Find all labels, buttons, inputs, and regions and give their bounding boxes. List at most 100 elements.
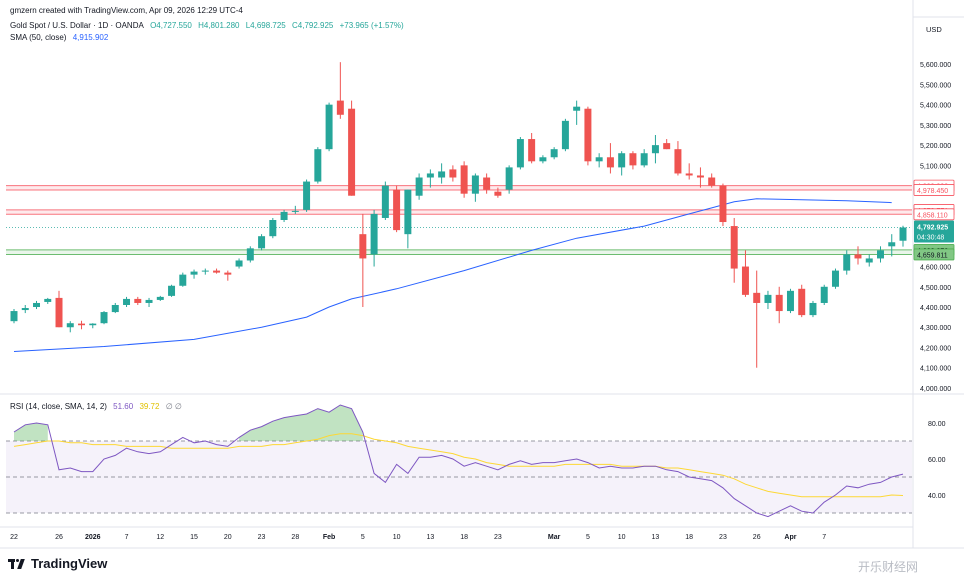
candle-body: [393, 189, 401, 231]
time-tick-label: 15: [190, 534, 198, 541]
candle-body: [674, 149, 682, 174]
candle-body: [336, 100, 344, 115]
candle-body: [325, 104, 333, 150]
candle-body: [78, 323, 86, 326]
last-price-tag-label: 4,792.925: [917, 225, 948, 232]
price-tick-label: 5,400.000: [920, 103, 951, 110]
sma-line: [13, 198, 892, 352]
sma-label: SMA (50, close): [10, 33, 67, 42]
price-tick-label: 5,300.000: [920, 123, 951, 130]
time-tick-label: 10: [618, 534, 626, 541]
price-tick-label: 5,600.000: [920, 62, 951, 69]
candle-body: [573, 106, 581, 111]
time-tick-label: 12: [156, 534, 164, 541]
candle-body: [438, 171, 446, 178]
candle-body: [348, 108, 356, 196]
candle-body: [865, 258, 873, 263]
price-tick-label: 5,500.000: [920, 82, 951, 89]
rsi-sma-value: 39.72: [139, 402, 160, 411]
time-tick-label: 10: [393, 534, 401, 541]
candle-body: [359, 234, 367, 259]
candle-body: [44, 298, 52, 302]
symbol-name[interactable]: Gold Spot / U.S. Dollar · 1D · OANDA: [10, 21, 144, 30]
header-credit: gmzern created with TradingView.com, Apr…: [10, 6, 247, 15]
candle-body: [426, 173, 434, 178]
time-tick-label: 5: [586, 534, 590, 541]
candle-body: [381, 185, 389, 218]
candle-body: [168, 285, 176, 296]
low-value: L4,698.725: [245, 21, 286, 30]
time-tick-label: 23: [494, 534, 502, 541]
level-tag-resistance: [913, 208, 955, 221]
candle-body: [809, 302, 817, 316]
time-tick-label: 13: [652, 534, 660, 541]
candle-body: [854, 254, 862, 259]
candle-body: [877, 250, 884, 259]
candle-body: [303, 181, 311, 210]
candle-body: [111, 304, 119, 313]
time-tick-label: 23: [258, 534, 266, 541]
time-tick-label: 22: [10, 534, 18, 541]
price-tick-label: 4,400.000: [920, 305, 951, 312]
candle-body: [741, 266, 749, 295]
candle-body: [89, 323, 97, 326]
candle-body: [561, 120, 569, 150]
level-tag-label: 4,978.450: [917, 188, 948, 195]
time-tick-label: 20: [224, 534, 232, 541]
tradingview-logo-text: TradingView: [31, 556, 108, 571]
candle-body: [123, 298, 131, 305]
tradingview-logo[interactable]: TradingView: [8, 556, 107, 571]
high-value: H4,801.280: [198, 21, 240, 30]
sma-legend[interactable]: SMA (50, close) 4,915.902: [10, 33, 112, 42]
candle-body: [786, 290, 794, 312]
candle-body: [10, 311, 18, 322]
candle-body: [798, 288, 806, 316]
candle-body: [55, 297, 63, 328]
candle-body: [415, 177, 423, 196]
time-tick-label: 28: [291, 534, 299, 541]
candle-body: [258, 236, 266, 249]
candle-body: [471, 175, 479, 194]
candle-body: [516, 139, 524, 168]
candle-body: [528, 139, 536, 162]
candle-body: [606, 157, 614, 168]
rsi-value: 51.60: [113, 402, 134, 411]
rsi-extra: ∅ ∅: [165, 402, 182, 411]
candle-body: [719, 185, 727, 223]
candle-body: [505, 167, 513, 190]
candle-body: [730, 226, 738, 269]
level-tag-label: 4,858.110: [917, 212, 948, 219]
candle-body: [235, 260, 243, 267]
candle-body: [618, 153, 626, 168]
candle-body: [246, 248, 254, 261]
time-tick-label: Apr: [784, 534, 796, 541]
header-symbol-line: Gold Spot / U.S. Dollar · 1D · OANDA O4,…: [10, 21, 408, 30]
time-tick-label: 13: [426, 534, 434, 541]
candle-body: [224, 272, 232, 275]
candle-body: [156, 296, 164, 300]
rsi-legend[interactable]: RSI (14, close, SMA, 14, 2) 51.60 39.72 …: [10, 402, 186, 411]
time-tick-label: 2026: [85, 534, 101, 541]
time-tick-label: 7: [822, 534, 826, 541]
candle-body: [843, 254, 851, 271]
candle-body: [888, 242, 896, 247]
watermark: 开乐财经网: [858, 560, 919, 574]
candle-body: [190, 271, 198, 275]
rsi-overbought-fill: [239, 405, 363, 441]
candle-body: [685, 173, 693, 176]
price-tick-label: 5,100.000: [920, 163, 951, 170]
close-value: C4,792.925: [292, 21, 334, 30]
rsi-tick-label: 40.00: [928, 493, 946, 500]
candle-body: [494, 191, 502, 196]
candle-body: [460, 165, 468, 194]
price-tick-label: 5,200.000: [920, 143, 951, 150]
currency-label: USD: [926, 25, 942, 34]
candle-body: [280, 211, 288, 220]
open-value: O4,727.550: [150, 21, 192, 30]
candle-body: [291, 210, 299, 212]
candle-body: [179, 274, 187, 286]
last-price-tag: [914, 220, 954, 243]
rsi-tick-label: 80.00: [928, 421, 946, 428]
rsi-sma-line: [13, 433, 904, 498]
